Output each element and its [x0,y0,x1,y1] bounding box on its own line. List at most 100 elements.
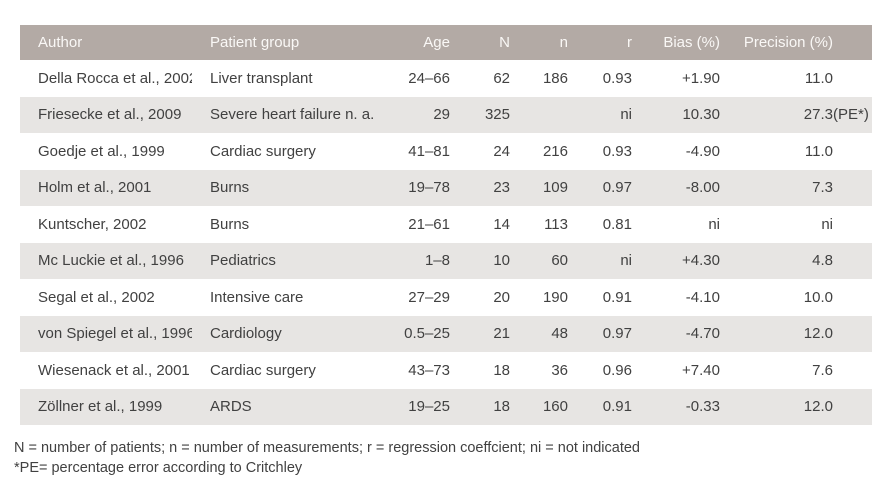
table-row: Della Rocca et al., 2002 Liver transplan… [20,60,872,97]
cell-n [510,96,568,133]
cell-bias: +1.90 [682,69,720,87]
cell-age: 19–78 [377,169,450,206]
col-header-age: Age [377,25,450,60]
table-row: von Spiegel et al., 1996 Cardiology 0.5–… [20,315,872,352]
cell-patient-group: Intensive care [210,288,304,306]
cell-bias: ni [708,215,720,233]
cell-note [833,352,872,389]
cell-N: 21 [450,315,510,352]
table-row: Holm et al., 2001 Burns 19–78 23 109 0.9… [20,169,872,206]
cell-author: Zöllner et al., 1999 [20,388,192,425]
footnote-pe-definition: *PE= percentage error according to Critc… [14,460,303,476]
cell-note: (PE*) [833,96,872,133]
cell-N: 20 [493,288,510,306]
cell-n: 160 [510,388,568,425]
table-row: Wiesenack et al., 2001 Cardiac surgery 4… [20,352,872,389]
cell-precision: 10.0 [803,288,833,306]
cell-n: 186 [542,69,568,87]
col-header-author: Author [20,25,192,60]
cell-n: 190 [542,288,568,306]
cell-note [833,169,872,206]
footnote-abbreviations: N = number of patients; n = number of me… [14,440,640,456]
cell-n: 109 [510,169,568,206]
cell-bias: +7.40 [682,361,720,379]
cell-N: 14 [493,215,510,233]
cell-patient-group: Cardiac surgery [210,361,316,379]
cell-note [833,279,872,316]
cell-r: 0.93 [602,69,632,87]
cell-age: 1–8 [377,242,450,279]
col-header-n: n [510,25,568,60]
studies-table: Author Patient group Age N n r Bias (%) … [20,25,872,425]
cell-bias: -4.90 [685,142,720,160]
cell-author: Goedje et al., 1999 [38,142,165,160]
cell-r: ni [568,96,632,133]
cell-patient-group: Burns [210,215,250,233]
cell-patient-group: Liver transplant [210,69,313,87]
cell-precision: 7.3 [720,169,833,206]
cell-author: Della Rocca et al., 2002 [38,69,192,87]
cell-age: 21–61 [408,215,450,233]
cell-n: 216 [542,142,568,160]
cell-note [833,133,872,170]
cell-author: Holm et al., 2001 [20,169,192,206]
cell-author: Friesecke et al., 2009 [20,96,192,133]
cell-N: 24 [493,142,510,160]
cell-N: 325 [450,96,510,133]
col-header-N: N [450,25,510,60]
col-header-precision: Precision (%) [720,25,833,60]
table-row: Segal et al., 2002 Intensive care 27–29 … [20,279,872,316]
cell-bias: -4.10 [685,288,720,306]
table-row: Goedje et al., 1999 Cardiac surgery 41–8… [20,133,872,170]
cell-patient-group: Cardiology [192,315,377,352]
cell-age: 29 [377,96,450,133]
cell-precision: 7.6 [812,361,833,379]
cell-r: 0.81 [602,215,632,233]
cell-n: 36 [551,361,568,379]
cell-age: 27–29 [408,288,450,306]
cell-N: 10 [450,242,510,279]
table-row: Mc Luckie et al., 1996 Pediatrics 1–8 10… [20,242,872,279]
cell-note [833,315,872,352]
cell-age: 19–25 [377,388,450,425]
cell-n: 113 [544,215,568,233]
cell-author: Wiesenack et al., 2001 [38,361,190,379]
cell-N: 62 [493,69,510,87]
col-header-note [833,25,872,60]
col-header-patient-group: Patient group [192,25,377,60]
cell-precision: 11.0 [804,142,833,160]
cell-N: 18 [493,361,510,379]
cell-age: 43–73 [408,361,450,379]
col-header-bias: Bias (%) [632,25,720,60]
cell-N: 18 [450,388,510,425]
cell-bias: -4.70 [632,315,720,352]
cell-r: 0.91 [568,388,632,425]
cell-bias: 10.30 [632,96,720,133]
cell-precision: 11.0 [804,69,833,87]
cell-patient-group: Severe heart failure n. a. [192,96,377,133]
cell-note [833,206,872,243]
cell-note [833,60,872,97]
cell-precision: 12.0 [720,315,833,352]
cell-r: 0.97 [568,315,632,352]
table-row: Friesecke et al., 2009 Severe heart fail… [20,96,872,133]
col-header-r: r [568,25,632,60]
cell-bias: -8.00 [632,169,720,206]
cell-N: 23 [450,169,510,206]
cell-patient-group: ARDS [192,388,377,425]
cell-bias: -0.33 [632,388,720,425]
table-row: Kuntscher, 2002 Burns 21–61 14 113 0.81 … [20,206,872,243]
cell-r: 0.91 [602,288,632,306]
footnotes: N = number of patients; n = number of me… [14,438,640,478]
cell-r: ni [568,242,632,279]
cell-author: Mc Luckie et al., 1996 [20,242,192,279]
cell-age: 0.5–25 [377,315,450,352]
cell-author: von Spiegel et al., 1996 [20,315,192,352]
cell-note [833,242,872,279]
cell-patient-group: Cardiac surgery [210,142,316,160]
cell-r: 0.96 [602,361,632,379]
cell-precision: ni [821,215,833,233]
cell-patient-group: Burns [192,169,377,206]
cell-age: 41–81 [408,142,450,160]
